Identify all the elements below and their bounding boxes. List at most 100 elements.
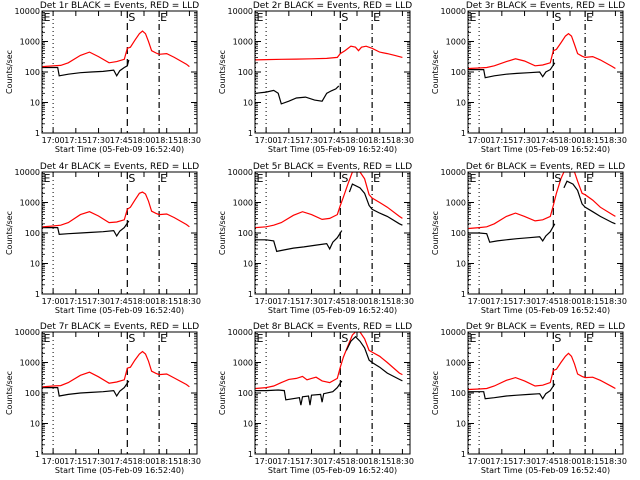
y-tick-label: 10 [456,99,466,108]
y-tick-label: 10000 [228,168,253,177]
y-tick-label: 10 [243,420,253,429]
y-tick-label: 10000 [15,328,40,337]
x-tick-label: 17:45 [110,297,133,306]
event-marker-label: S [554,11,561,24]
x-axis-label: Start Time (05-Feb-09 16:52:40) [481,466,610,475]
y-tick-label: 10 [30,420,40,429]
x-tick-label: 17:00 [468,457,491,466]
y-tick-label: 1000 [20,199,40,208]
x-tick-label: 18:00 [558,297,581,306]
y-tick-label: 100 [25,229,40,238]
event-marker-label: E [373,172,380,185]
x-axis-label: Start Time (05-Feb-09 16:52:40) [55,466,184,475]
y-tick-label: 100 [238,389,253,398]
event-marker-label: E [586,11,593,24]
event-marker-label: S [128,332,135,345]
x-tick-label: 18:15 [368,136,391,145]
x-tick-label: 18:00 [345,457,368,466]
event-marker-label: S [341,332,348,345]
y-tick-label: 1 [248,290,253,299]
event-marker-label: E [160,11,167,24]
x-tick-label: 18:15 [155,457,178,466]
series-line-red [468,172,616,230]
y-tick-label: 1 [461,450,466,459]
y-axis-label: Counts/sec [218,371,227,415]
x-tick-label: 17:15 [64,136,87,145]
event-marker-label: E [257,172,264,185]
event-marker-label: E [160,172,167,185]
x-tick-label: 18:15 [155,136,178,145]
y-tick-label: 100 [451,68,466,77]
series-line-red [42,30,190,68]
y-axis-label: Counts/sec [431,50,440,94]
series-line-red [468,32,616,70]
x-tick-label: 18:00 [132,457,155,466]
panel-title: Det 2r BLACK = Events, RED = LLD [253,1,412,11]
x-tick-label: 18:15 [155,297,178,306]
x-tick-label: 18:15 [581,297,604,306]
series-line-black [468,62,556,79]
x-tick-label: 18:00 [558,457,581,466]
x-tick-label: 17:45 [323,457,346,466]
x-tick-label: 17:30 [513,297,536,306]
x-tick-label: 18:15 [581,457,604,466]
event-marker-label: S [554,332,561,345]
y-tick-label: 10000 [228,328,253,337]
panel-title: Det 8r BLACK = Events, RED = LLD [253,322,412,332]
event-marker-label: E [44,172,51,185]
event-marker-label: E [44,11,51,24]
event-marker-label: E [373,332,380,345]
x-tick-label: 17:45 [323,297,346,306]
panel-title: Det 1r BLACK = Events, RED = LLD [40,1,199,11]
y-tick-label: 10000 [441,328,466,337]
event-marker-label: E [470,11,477,24]
y-tick-label: 10 [243,260,253,269]
x-tick-label: 18:30 [178,297,201,306]
y-axis-label: Counts/sec [431,211,440,255]
x-tick-label: 18:00 [345,136,368,145]
series-line-black [42,380,130,398]
series-line-black-late [348,183,403,226]
x-tick-label: 17:30 [300,136,323,145]
y-tick-label: 10 [30,99,40,108]
y-tick-label: 10 [456,420,466,429]
x-tick-label: 18:30 [604,136,627,145]
x-tick-label: 18:30 [391,457,414,466]
event-marker-label: E [470,332,477,345]
y-tick-label: 10000 [441,168,466,177]
x-tick-label: 18:30 [178,136,201,145]
event-marker-label: E [44,332,51,345]
event-marker-label: E [586,172,593,185]
series-line-black [468,383,556,400]
series-line-red [42,350,190,388]
y-axis-label: Counts/sec [218,211,227,255]
y-tick-label: 10000 [228,7,253,16]
y-tick-label: 10000 [15,168,40,177]
y-tick-label: 100 [238,229,253,238]
x-tick-label: 17:45 [110,457,133,466]
panel-title: Det 9r BLACK = Events, RED = LLD [466,322,625,332]
y-tick-label: 1000 [446,38,466,47]
series-line-red [468,352,616,391]
panel-title: Det 4r BLACK = Events, RED = LLD [40,162,199,172]
x-axis-label: Start Time (05-Feb-09 16:52:40) [268,466,397,475]
x-tick-label: 18:00 [132,136,155,145]
x-tick-label: 17:45 [536,136,559,145]
x-axis-label: Start Time (05-Feb-09 16:52:40) [481,145,610,154]
x-tick-label: 18:30 [178,457,201,466]
y-tick-label: 100 [238,68,253,77]
x-tick-label: 18:00 [558,136,581,145]
panel-title: Det 3r BLACK = Events, RED = LLD [466,1,625,11]
event-marker-label: S [128,172,135,185]
y-axis-label: Counts/sec [5,211,14,255]
x-tick-label: 18:15 [368,297,391,306]
x-tick-label: 17:00 [468,297,491,306]
y-tick-label: 1 [248,129,253,138]
x-tick-label: 17:15 [490,457,513,466]
x-tick-label: 18:15 [368,457,391,466]
x-tick-label: 17:45 [323,136,346,145]
y-tick-label: 1 [461,129,466,138]
